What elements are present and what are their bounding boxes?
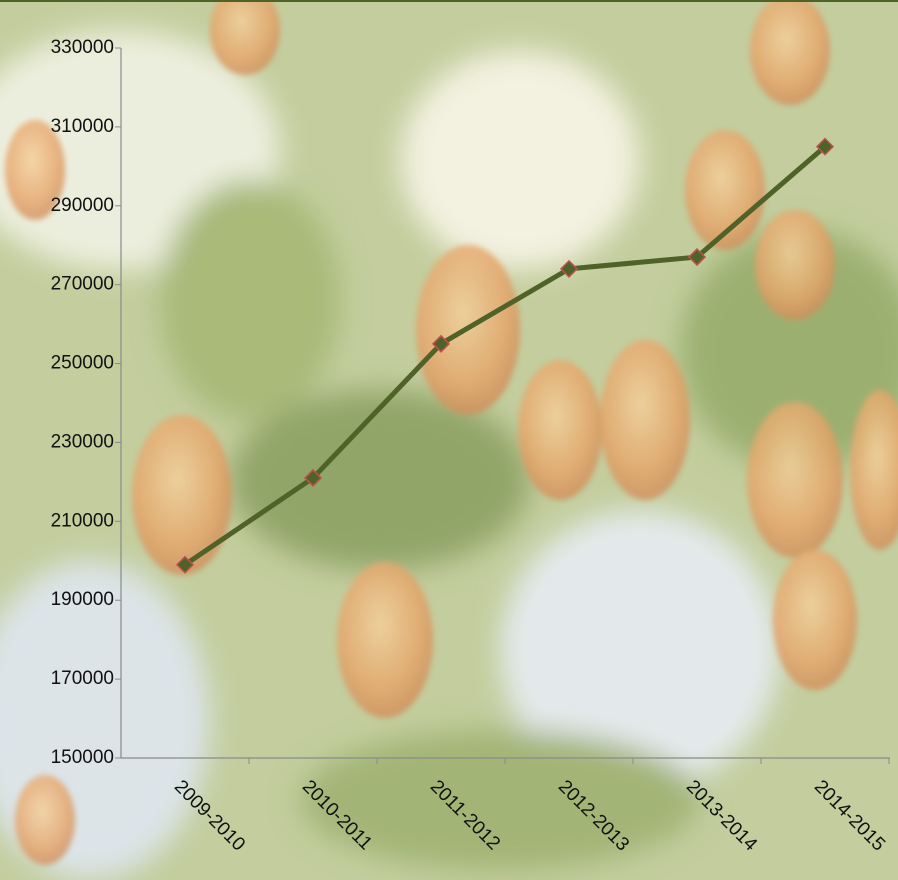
y-tick-label: 230000	[51, 431, 114, 452]
y-tick-label: 190000	[51, 589, 114, 610]
y-tick-label: 150000	[51, 747, 114, 768]
y-tick-label: 290000	[51, 195, 114, 216]
y-tick-label: 330000	[51, 37, 114, 58]
y-tick-label: 270000	[51, 274, 114, 295]
line	[183, 144, 827, 567]
y-tick-label: 170000	[51, 668, 114, 689]
marker	[559, 259, 579, 278]
marker	[175, 555, 195, 574]
marker	[687, 247, 707, 267]
marker	[431, 334, 451, 353]
y-tick-label: 250000	[51, 353, 114, 374]
y-tick-label: 310000	[51, 116, 114, 137]
marker	[303, 468, 323, 488]
y-tick-label: 210000	[51, 510, 114, 531]
marker	[815, 137, 835, 156]
